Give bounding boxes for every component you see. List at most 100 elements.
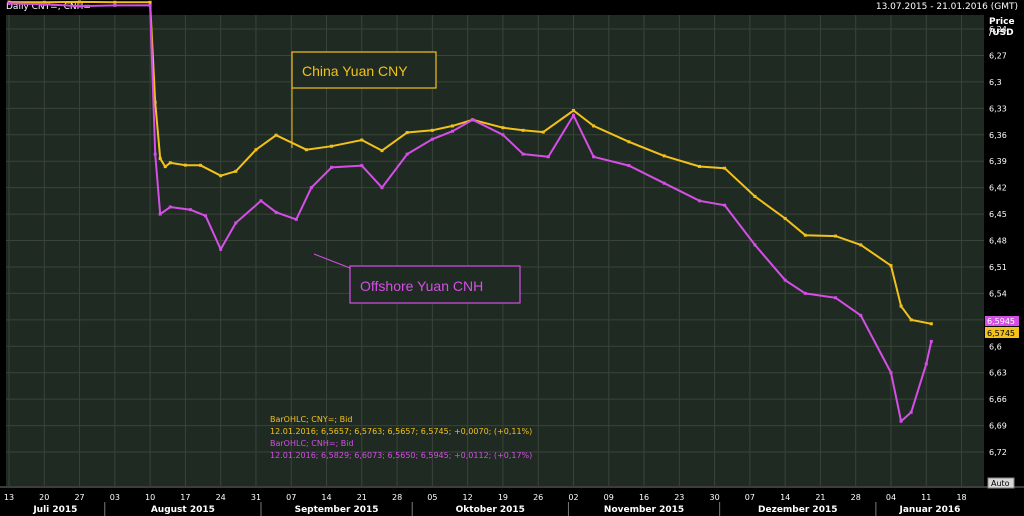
data-point bbox=[592, 124, 596, 128]
x-month-label: September 2015 bbox=[295, 505, 379, 515]
data-point bbox=[834, 296, 838, 300]
data-point bbox=[697, 199, 701, 203]
x-tick-label: 07 bbox=[286, 493, 296, 502]
data-point bbox=[148, 3, 152, 7]
data-point bbox=[803, 233, 807, 237]
data-point bbox=[42, 2, 46, 6]
x-tick-label: 17 bbox=[180, 493, 190, 502]
data-point bbox=[405, 131, 409, 135]
date-range-label: 13.07.2015 - 21.01.2016 (GMT) bbox=[875, 2, 1018, 12]
data-point bbox=[219, 174, 223, 178]
x-month-label: Dezember 2015 bbox=[758, 505, 837, 515]
data-point bbox=[803, 291, 807, 295]
data-point bbox=[259, 199, 263, 203]
y-tick-label: 6,33 bbox=[989, 104, 1007, 113]
cnh-callout-line bbox=[313, 253, 351, 269]
x-tick-label: 28 bbox=[851, 493, 861, 502]
data-point bbox=[924, 362, 928, 366]
x-tick-label: 13 bbox=[4, 493, 14, 502]
data-point bbox=[501, 126, 505, 130]
x-tick-label: 16 bbox=[639, 493, 649, 502]
y-axis-unit-label: /USD bbox=[989, 28, 1014, 38]
x-tick-label: 20 bbox=[39, 493, 49, 502]
data-point bbox=[783, 216, 787, 220]
data-point bbox=[113, 0, 117, 4]
x-month-label: August 2015 bbox=[151, 505, 215, 515]
info-cnh-values: 12.01.2016; 6,5829; 6,6073; 6,5650; 6,59… bbox=[270, 451, 532, 460]
y-tick-label: 6,72 bbox=[989, 448, 1007, 457]
auto-scale-label: Auto bbox=[991, 479, 1010, 488]
data-point bbox=[113, 3, 117, 7]
data-point bbox=[330, 144, 334, 148]
info-cnh-title: BarOHLC; CNH=; Bid bbox=[270, 439, 354, 448]
data-point bbox=[546, 155, 550, 159]
data-point bbox=[662, 154, 666, 158]
data-point bbox=[274, 133, 278, 137]
instruments-label: Daily CNY=; CNH= bbox=[6, 2, 91, 12]
data-point bbox=[158, 157, 162, 161]
y-tick-label: 6,6 bbox=[989, 342, 1002, 351]
y-tick-label: 6,42 bbox=[989, 184, 1007, 193]
x-axis: 13 20 27 03 10 17 24 31 07 14 21 28 05 12 19 26 02 09 16 23… bbox=[0, 486, 1024, 516]
data-point bbox=[571, 113, 575, 117]
y-tick-label: 6,24 bbox=[989, 25, 1007, 34]
plot-area[interactable] bbox=[6, 15, 984, 486]
data-point bbox=[592, 155, 596, 159]
x-tick-label: 27 bbox=[74, 493, 84, 502]
y-tick-label: 6,27 bbox=[989, 51, 1007, 60]
y-tick-label: 6,45 bbox=[989, 210, 1007, 219]
x-tick-label: 21 bbox=[357, 493, 367, 502]
x-tick-label: 10 bbox=[145, 493, 155, 502]
data-point bbox=[360, 138, 364, 142]
x-tick-label: 30 bbox=[710, 493, 720, 502]
data-point bbox=[42, 0, 46, 4]
data-point bbox=[153, 152, 157, 156]
data-point bbox=[168, 205, 172, 209]
data-point bbox=[254, 148, 258, 152]
auto-scale-button[interactable]: Auto bbox=[987, 477, 1015, 489]
x-tick-label: 03 bbox=[110, 493, 120, 502]
x-tick-label: 19 bbox=[498, 493, 508, 502]
data-point bbox=[697, 164, 701, 168]
y-axis-price-label: Price bbox=[989, 17, 1015, 27]
y-tick-label: 6,48 bbox=[989, 237, 1007, 246]
data-point bbox=[909, 410, 913, 414]
x-tick-label: 14 bbox=[780, 493, 790, 502]
data-point bbox=[294, 217, 298, 221]
y-axis: Price /USD 6,24 6,27 6,3 6,33 6,36 6,39 6,42 6,… bbox=[989, 17, 1015, 457]
data-point bbox=[309, 186, 313, 190]
x-month-label: Januar 2016 bbox=[898, 505, 960, 515]
data-point bbox=[148, 0, 152, 4]
info-cny-title: BarOHLC; CNY=; Bid bbox=[270, 415, 352, 424]
x-tick-label: 12 bbox=[463, 493, 473, 502]
data-point bbox=[753, 194, 757, 198]
data-point bbox=[78, 4, 82, 8]
data-point bbox=[360, 164, 364, 168]
data-point bbox=[662, 181, 666, 185]
data-point bbox=[909, 318, 913, 322]
x-tick-label: 18 bbox=[956, 493, 966, 502]
x-tick-label: 28 bbox=[392, 493, 402, 502]
data-point bbox=[859, 243, 863, 247]
cnh-callout-label: Offshore Yuan CNH bbox=[360, 278, 483, 294]
y-tick-label: 6,51 bbox=[989, 263, 1007, 272]
grid-lines bbox=[6, 15, 984, 486]
series-cnh-line bbox=[8, 2, 933, 424]
data-point bbox=[78, 0, 82, 4]
y-tick-label: 6,63 bbox=[989, 369, 1007, 378]
last-value-cny: 6,5745 bbox=[985, 327, 1019, 338]
x-tick-label: 11 bbox=[921, 493, 931, 502]
data-point bbox=[158, 212, 162, 216]
data-point bbox=[521, 152, 525, 156]
x-tick-label: 21 bbox=[815, 493, 825, 502]
data-point bbox=[199, 163, 203, 167]
data-point bbox=[889, 264, 893, 268]
cny-callout-label: China Yuan CNY bbox=[302, 63, 408, 79]
ohlc-info-box: BarOHLC; CNY=; Bid 12.01.2016; 6,5657; 6… bbox=[270, 415, 532, 460]
x-tick-label: 14 bbox=[321, 493, 331, 502]
chart-header-bar: Daily CNY=; CNH= 13.07.2015 - 21.01.2016… bbox=[0, 0, 1024, 15]
cny-callout-box bbox=[291, 51, 437, 89]
x-tick-label: 04 bbox=[886, 493, 896, 502]
data-point bbox=[899, 419, 903, 423]
